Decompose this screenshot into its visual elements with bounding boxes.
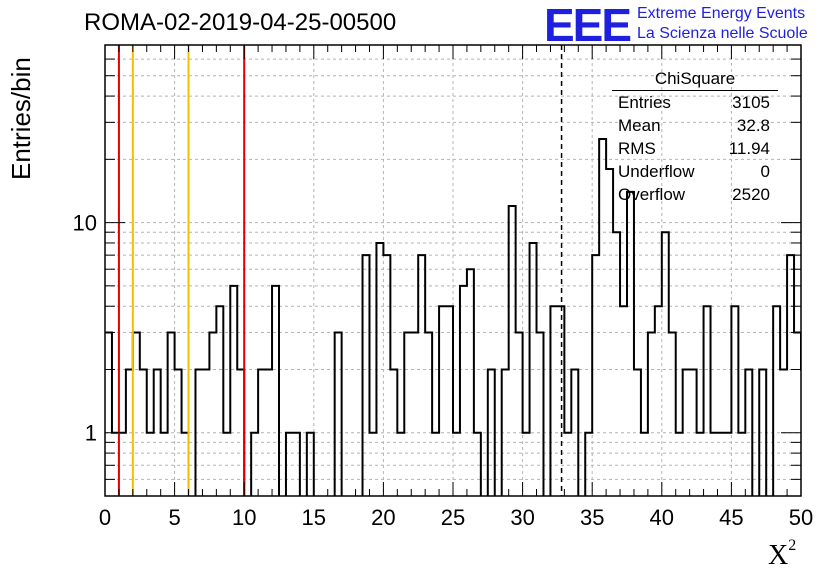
logo-mark: EEE (544, 0, 632, 51)
stats-label: RMS (618, 139, 656, 158)
eee-logo: EEE Extreme Energy Events La Scienza nel… (544, 0, 836, 51)
x-tick-label: 35 (580, 505, 604, 530)
x-tick-label: 5 (168, 505, 180, 530)
histogram-bins (105, 137, 801, 496)
x-tick-label: 30 (510, 505, 534, 530)
stats-label: Mean (618, 116, 661, 135)
stats-value: 0 (760, 162, 770, 181)
stats-row-mean: Mean 32.8 (610, 114, 778, 137)
x-tick-label: 20 (371, 505, 395, 530)
x-tick-label: 40 (650, 505, 674, 530)
x-axis-label: X2 (768, 537, 796, 572)
tick-labels: 0 5 10 15 20 25 30 35 40 45 50 1 10 (73, 211, 814, 530)
x-tick-label: 0 (99, 505, 111, 530)
stats-value: 32.8 (736, 116, 770, 135)
x-tick-label: 45 (719, 505, 743, 530)
stats-label: Entries (618, 93, 671, 112)
stats-value: 11.94 (728, 139, 770, 158)
x-tick-label: 25 (441, 505, 465, 530)
stats-row-underflow: Underflow 0 (610, 160, 778, 183)
y-tick-label: 1 (85, 421, 97, 446)
y-axis-label: Entries/bin (6, 57, 36, 180)
x-tick-label: 50 (789, 505, 813, 530)
stats-box: ChiSquare Entries 3105 Mean 32.8 RMS 11.… (610, 68, 778, 206)
stats-row-rms: RMS 11.94 (610, 137, 778, 160)
stats-value: 2520 (732, 185, 770, 204)
logo-line-1: Extreme Energy Events (637, 5, 806, 22)
stats-row-overflow: Overflow 2520 (610, 183, 778, 206)
stats-label: Underflow (618, 162, 695, 181)
stats-value: 3105 (732, 93, 770, 112)
logo-line-2: La Scienza nelle Scuole (637, 25, 808, 42)
marker-lines (117, 45, 563, 496)
axis-ticks (104, 44, 802, 497)
stats-label: Overflow (618, 185, 686, 204)
x-axis-label-superscript: 2 (788, 537, 797, 554)
x-tick-label: 10 (232, 505, 256, 530)
y-tick-label: 10 (73, 211, 97, 236)
x-axis-label-base: X (768, 540, 789, 571)
chart-title: ROMA-02-2019-04-25-00500 (84, 9, 397, 36)
stats-row-entries: Entries 3105 (610, 91, 778, 114)
histogram-outline (105, 137, 801, 496)
stats-title: ChiSquare (612, 68, 778, 91)
x-tick-label: 15 (302, 505, 326, 530)
